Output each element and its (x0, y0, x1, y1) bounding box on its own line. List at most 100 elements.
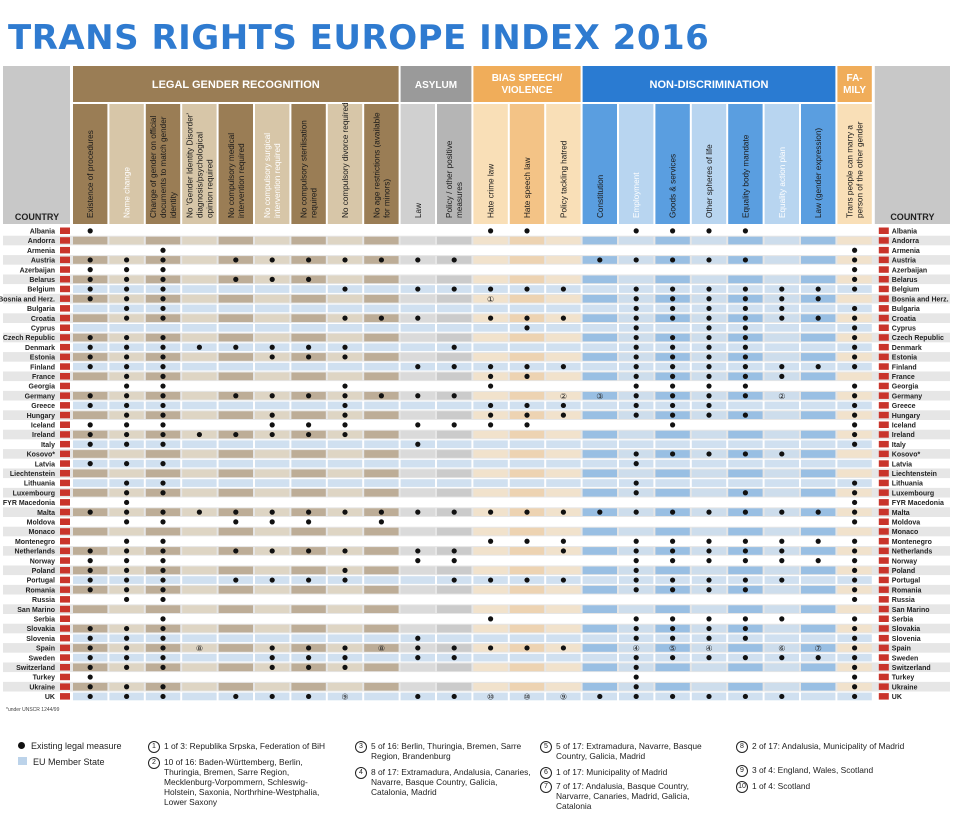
cell-bg (218, 324, 253, 332)
cell-bg (437, 401, 472, 410)
measure-dot (852, 548, 858, 554)
country-name-right: Austria (892, 258, 916, 265)
cell-bg (291, 624, 326, 633)
cell-bg (509, 605, 545, 613)
cell-bg (546, 556, 581, 565)
measure-dot (124, 383, 130, 389)
cell-bg (509, 673, 545, 681)
cell-bg (327, 294, 363, 303)
cell-bg (437, 411, 472, 419)
cell-bg (437, 304, 472, 313)
cell-bg (255, 246, 290, 255)
cell-bg (509, 653, 545, 662)
cell-bg (73, 469, 108, 478)
index-table: COUNTRY COUNTRY LEGAL GENDER RECOGNITION Ex… (0, 66, 950, 701)
measure-dot (633, 373, 639, 379)
cell-bg (182, 692, 217, 701)
cell-bg (764, 634, 799, 643)
measure-dot (742, 412, 749, 418)
cell-bg (400, 624, 435, 633)
group-header-label: MILY (843, 85, 866, 96)
flag-icon (878, 693, 889, 700)
measure-dot (87, 684, 93, 690)
flag-icon (878, 683, 889, 690)
measure-dot (124, 257, 130, 263)
cell-bg (218, 644, 253, 652)
measure-dot (488, 286, 494, 292)
cell-bg (619, 498, 654, 507)
cell-bg (364, 566, 399, 575)
measure-dot (342, 257, 348, 263)
measure-dot (633, 655, 639, 661)
measure-dot (706, 693, 712, 700)
cell-bg (182, 576, 217, 584)
measure-dot (633, 509, 639, 515)
country-name-left: Kosovo* (27, 452, 56, 459)
measure-dot (852, 625, 858, 632)
country-name-left: Andorra (28, 238, 55, 245)
cell-bg (546, 566, 581, 575)
cell-bg (218, 459, 253, 468)
cell-bg (109, 605, 144, 613)
flag-icon (60, 625, 70, 632)
measure-dot (670, 257, 676, 263)
cell-bg (764, 391, 799, 400)
cell-bg (728, 566, 763, 575)
measure-dot (160, 558, 166, 564)
flag-icon (60, 576, 70, 584)
measure-dot (560, 538, 567, 544)
measure-dot (160, 276, 166, 282)
cell-bg (764, 469, 799, 478)
measure-dot (342, 431, 348, 438)
cell-bg (218, 372, 253, 381)
cell-bg (182, 314, 217, 322)
measure-dot (415, 693, 421, 700)
flag-icon (878, 576, 889, 584)
country-name-right: Slovenia (892, 636, 921, 643)
country-name-left: Belgium (27, 287, 55, 294)
measure-dot (815, 315, 821, 321)
cell-bg (182, 547, 217, 555)
measure-dot (597, 693, 603, 700)
group-header (837, 66, 872, 102)
cell-bg (473, 692, 508, 701)
country-name-left: Norway (30, 558, 55, 565)
cell-bg (400, 488, 435, 497)
country-name-left: Montenegro (15, 539, 55, 546)
cell-bg (400, 479, 435, 487)
cell-bg (509, 450, 545, 458)
cell-bg (691, 527, 727, 536)
cell-bg (255, 615, 290, 623)
cell-bg (546, 527, 581, 536)
measure-dot (451, 286, 457, 292)
footnote-mark: ⑥ (778, 644, 785, 653)
measure-dot (779, 616, 785, 622)
cell-bg (218, 314, 253, 322)
flag-icon (878, 528, 889, 535)
measure-dot (670, 577, 676, 583)
group-header-label: VIOLENCE (501, 85, 552, 96)
measure-dot (160, 257, 166, 263)
cell-bg (691, 605, 727, 613)
flag-icon (60, 547, 70, 555)
measure-dot (815, 296, 821, 302)
flag-icon (878, 411, 889, 419)
measure-dot (160, 616, 166, 622)
cell-bg (546, 479, 581, 487)
cell-bg (364, 421, 399, 429)
cell-bg (437, 566, 472, 575)
measure-dot (524, 315, 530, 321)
cell-bg (109, 236, 144, 245)
cell-bg (327, 324, 363, 332)
country-header-left (3, 66, 70, 224)
cell-bg (473, 265, 508, 274)
cell-bg (655, 469, 690, 478)
flag-icon (60, 343, 70, 351)
measure-dot (670, 305, 676, 312)
cell-bg (218, 605, 253, 613)
flag-icon (60, 237, 70, 244)
cell-bg (691, 682, 727, 691)
cell-bg (655, 246, 690, 255)
measure-dot (451, 693, 457, 700)
